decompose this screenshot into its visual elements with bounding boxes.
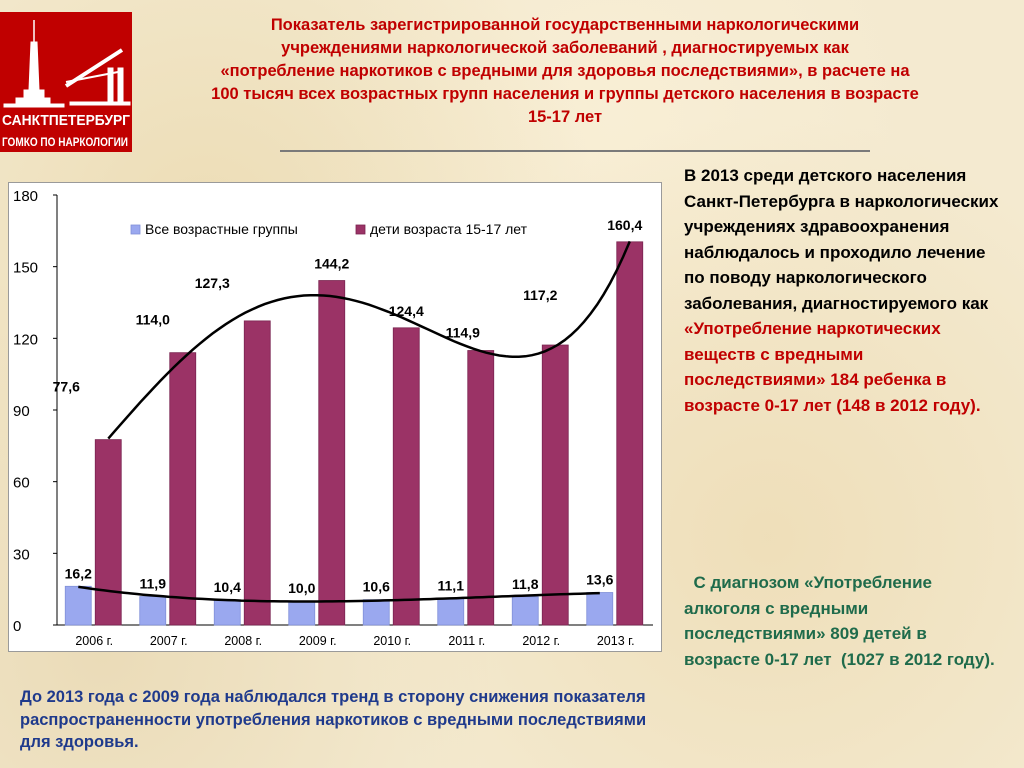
peter-and-paul-spire-icon [3,20,65,108]
summary-text: В 2013 среди детского населения Санкт-Пе… [684,166,999,313]
data-label-children-15-17: 144,2 [314,256,349,272]
bar-all-ages [586,592,614,626]
y-tick-label: 150 [13,260,38,277]
bridge-icon [64,48,131,106]
data-label-all-ages: 10,4 [214,579,241,595]
bar-chart: 0 30 60 90 120 150 180 2006 г. 16,2 77,6 2007 г. 1… [13,188,653,648]
data-label-all-ages: 16,2 [65,565,92,581]
legend-swatch-children-15-17 [355,224,366,235]
y-tick-label: 0 [13,618,21,635]
data-label-children-15-17: 117,2 [523,287,557,303]
data-label-children-15-17: 124,4 [389,303,424,319]
data-label-children-15-17: 160,4 [607,217,642,233]
data-label-children-15-17: 77,6 [53,379,80,395]
legend-swatch-all-ages [130,224,141,235]
chart-panel: 0 30 60 90 120 150 180 2006 г. 16,2 77,6 2007 г. 1… [8,182,662,652]
organization-logo: САНКТПЕТЕРБУРГ ГОМКО ПО НАРКОЛОГИИ [0,12,132,152]
title-line: 100 тысяч всех возрастных групп населени… [211,85,919,103]
trendline-all-ages [78,585,600,603]
title-line: 15-17 лет [527,108,603,126]
y-tick-label: 120 [13,331,38,348]
x-tick-label: 2013 г. [597,634,635,648]
bar-children-15-17 [169,352,197,626]
summary-paragraph-alcohol: С диагнозом «Употребление алкоголя с вре… [684,573,995,669]
x-tick-label: 2009 г. [299,634,337,648]
x-tick-label: 2011 г. [448,634,485,648]
bar-all-ages [437,598,465,626]
x-tick-label: 2010 г. [373,634,411,648]
y-tick-label: 180 [13,188,38,205]
bar-children-15-17 [94,439,122,626]
bar-children-15-17 [541,344,569,626]
y-tick-label: 90 [13,403,30,420]
logo-org-text: ГОМКО ПО НАРКОЛОГИИ [2,135,128,149]
data-label-children-15-17: 127,3 [195,275,230,291]
data-label-children-15-17: 114,9 [446,325,480,341]
trendline-children-15-17 [107,240,631,440]
x-tick-label: 2012 г. [522,634,560,648]
bar-all-ages [139,596,167,626]
bar-children-15-17 [467,350,495,626]
logo-city-text: САНКТПЕТЕРБУРГ [2,112,130,129]
data-label-children-15-17: 114,0 [136,312,170,328]
title-line: Показатель зарегистрированной государств… [270,16,860,34]
title-divider [280,150,870,152]
bar-all-ages [288,600,316,626]
bar-all-ages [213,599,241,626]
data-label-all-ages: 13,6 [586,572,613,588]
data-label-all-ages: 11,8 [512,576,539,592]
summary-highlight-text: «Употребление наркотических веществ с вр… [684,319,981,415]
y-tick-label: 60 [13,475,30,492]
x-tick-label: 2008 г. [224,634,262,648]
trend-conclusion-text: До 2013 года с 2009 года наблюдался трен… [20,688,647,751]
summary-paragraph-drugs: В 2013 среди детского населения Санкт-Пе… [684,163,1004,418]
data-label-all-ages: 11,9 [140,576,167,592]
data-label-all-ages: 10,6 [363,579,390,595]
page-title: Показатель зарегистрированной государств… [150,14,980,129]
x-tick-label: 2006 г. [75,634,113,648]
x-tick-label: 2007 г. [150,634,188,648]
data-label-all-ages: 10,0 [288,580,315,596]
title-line: «потребление наркотиков с вредными для з… [220,62,910,80]
bar-children-15-17 [616,241,644,626]
legend-label-children-15-17: дети возраста 15-17 лет [370,221,528,237]
bar-all-ages [511,596,539,626]
title-line: учреждениями наркологической заболеваний… [281,39,849,57]
bar-all-ages [64,585,92,626]
bar-children-15-17 [318,280,346,626]
legend-label-all-ages: Все возрастные группы [145,221,298,237]
y-tick-label: 30 [13,546,30,563]
bar-children-15-17 [243,320,271,626]
bar-children-15-17 [392,327,420,626]
bar-all-ages [362,599,390,626]
data-label-all-ages: 11,1 [438,577,465,593]
